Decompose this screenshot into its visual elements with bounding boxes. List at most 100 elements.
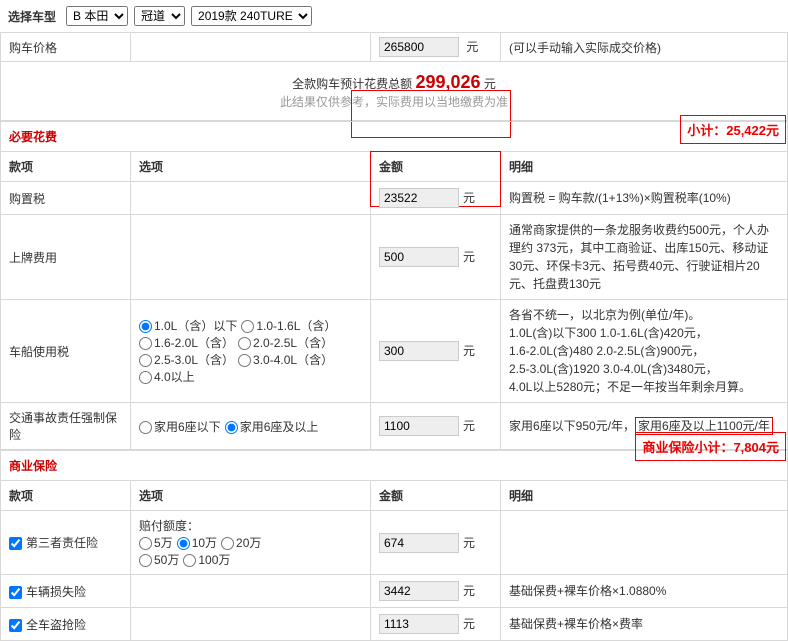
yuan-unit: 元 xyxy=(463,536,475,550)
purchase-price-label: 购车价格 xyxy=(1,33,131,62)
brand-select[interactable]: B 本田 xyxy=(66,6,128,26)
item-option xyxy=(131,575,371,608)
seats-option[interactable]: 家用6座及以上 xyxy=(225,420,319,434)
model-select[interactable]: 冠道 xyxy=(134,6,185,26)
liab-option[interactable]: 5万 xyxy=(139,536,173,550)
item-option: 1.0L（含）以下 1.0-1.6L（含） 1.6-2.0L（含） 2.0-2.5L（… xyxy=(131,300,371,403)
purchase-price-input[interactable] xyxy=(379,37,459,57)
amount-input[interactable] xyxy=(379,416,459,436)
item-amount: 元 xyxy=(371,300,501,403)
item-option xyxy=(131,608,371,641)
mandatory-section-title: 必要花费 xyxy=(1,122,788,152)
item-name: 车船使用税 xyxy=(1,300,131,403)
table-row: 车辆损失险 元 基础保费+裸车价格×1.0880% xyxy=(1,575,788,608)
engine-option[interactable]: 4.0以上 xyxy=(139,370,195,384)
item-detail: 通常商家提供的一条龙服务收费约500元，个人办理约 373元，其中工商验证、出库… xyxy=(501,215,788,300)
engine-group: 1.0L（含）以下 1.0-1.6L（含） 1.6-2.0L（含） 2.0-2.5L（… xyxy=(139,317,362,385)
engine-option[interactable]: 1.6-2.0L（含） xyxy=(139,336,234,350)
col-item: 款项 xyxy=(1,152,131,182)
item-amount: 元 xyxy=(371,215,501,300)
yuan-unit: 元 xyxy=(484,77,496,91)
item-checkbox[interactable] xyxy=(9,586,22,599)
item-amount: 元 xyxy=(371,608,501,641)
item-detail xyxy=(501,511,788,575)
mandatory-subtotal-box: 小计：25,422元 xyxy=(680,115,786,144)
yuan-unit: 元 xyxy=(463,584,475,598)
item-option: 赔付额度： 5万 10万 20万 50万 100万 xyxy=(131,511,371,575)
purchase-price-cell: 元 xyxy=(371,33,501,62)
total-row: 全款购车预计花费总额 299,026 元 此结果仅供参考，实际费用以当地缴费为准 xyxy=(1,62,788,121)
item-option: 家用6座以下家用6座及以上 xyxy=(131,403,371,450)
col-detail: 明细 xyxy=(501,152,788,182)
item-amount: 元 xyxy=(371,575,501,608)
item-amount: 元 xyxy=(371,511,501,575)
item-name: 交通事故责任强制保险 xyxy=(1,403,131,450)
total-value: 299,026 xyxy=(415,72,480,92)
col-detail: 明细 xyxy=(501,481,788,511)
item-name: 车辆损失险 xyxy=(1,575,131,608)
amount-input[interactable] xyxy=(379,533,459,553)
item-name: 购置税 xyxy=(1,182,131,215)
yuan-unit: 元 xyxy=(463,419,475,433)
vehicle-selector-row: 选择车型 B 本田 冠道 2019款 240TURE xyxy=(0,0,788,32)
mandatory-header-row: 款项 选项 金额 明细 xyxy=(1,152,788,182)
table-row: 第三者责任险赔付额度： 5万 10万 20万 50万 100万 元 xyxy=(1,511,788,575)
table-row: 上牌费用 元 通常商家提供的一条龙服务收费约500元，个人办理约 373元，其中工商… xyxy=(1,215,788,300)
amount-input[interactable] xyxy=(379,581,459,601)
item-amount: 元 xyxy=(371,403,501,450)
price-table: 购车价格 元 (可以手动输入实际成交价格) 全款购车预计花费总额 299,026… xyxy=(0,32,788,121)
col-amount: 金额 xyxy=(371,481,501,511)
table-row: 车船使用税 1.0L（含）以下 1.0-1.6L（含） 1.6-2.0L（含） 2.0-… xyxy=(1,300,788,403)
commercial-header-row: 款项 选项 金额 明细 xyxy=(1,481,788,511)
purchase-price-row: 购车价格 元 (可以手动输入实际成交价格) xyxy=(1,33,788,62)
engine-option[interactable]: 1.0-1.6L（含） xyxy=(241,319,336,333)
yuan-unit: 元 xyxy=(466,40,478,54)
yuan-unit: 元 xyxy=(463,617,475,631)
col-amount: 金额 xyxy=(371,152,501,182)
item-name: 全车盗抢险 xyxy=(1,608,131,641)
trim-select[interactable]: 2019款 240TURE xyxy=(191,6,312,26)
col-item: 款项 xyxy=(1,481,131,511)
item-detail: 购置税 = 购车款/(1+13%)×购置税率(10%) xyxy=(501,182,788,215)
item-checkbox[interactable] xyxy=(9,537,22,550)
liability-label: 赔付额度： xyxy=(139,517,362,534)
table-row: 购置税 元 购置税 = 购车款/(1+13%)×购置税率(10%) xyxy=(1,182,788,215)
commercial-table: 商业保险 款项 选项 金额 明细 第三者责任险赔付额度：5万10万20万50万1… xyxy=(0,450,788,641)
amount-input[interactable] xyxy=(379,341,459,361)
engine-option[interactable]: 1.0L（含）以下 xyxy=(139,319,237,333)
commercial-subtotal-box: 商业保险小计：7,804元 xyxy=(635,432,786,461)
item-detail: 各省不统一，以北京为例(单位/年)。1.0L(含)以下300 1.0-1.6L(… xyxy=(501,300,788,403)
liab-option[interactable]: 100万 xyxy=(183,553,230,567)
item-detail: 基础保费+裸车价格×费率 xyxy=(501,608,788,641)
mandatory-section-row: 必要花费 xyxy=(1,122,788,152)
liab-option[interactable]: 10万 xyxy=(177,536,217,550)
item-checkbox[interactable] xyxy=(9,619,22,632)
yuan-unit: 元 xyxy=(463,344,475,358)
amount-input[interactable] xyxy=(379,188,459,208)
yuan-unit: 元 xyxy=(463,250,475,264)
engine-option[interactable]: 2.0-2.5L（含） xyxy=(238,336,333,350)
total-hint: 此结果仅供参考，实际费用以当地缴费为准 xyxy=(9,93,779,110)
item-option xyxy=(131,215,371,300)
liab-option[interactable]: 50万 xyxy=(139,553,179,567)
yuan-unit: 元 xyxy=(463,191,475,205)
seats-group: 家用6座以下家用6座及以上 xyxy=(139,418,362,435)
engine-option[interactable]: 3.0-4.0L（含） xyxy=(238,353,333,367)
mandatory-table: 必要花费 款项 选项 金额 明细 购置税元购置税 = 购车款/(1+13%)×购… xyxy=(0,121,788,450)
seats-option[interactable]: 家用6座以下 xyxy=(139,420,221,434)
purchase-price-hint: (可以手动输入实际成交价格) xyxy=(501,33,788,62)
item-name: 上牌费用 xyxy=(1,215,131,300)
total-label: 全款购车预计花费总额 xyxy=(292,77,412,91)
amount-input[interactable] xyxy=(379,247,459,267)
vehicle-selector-label: 选择车型 xyxy=(8,8,56,25)
liab-option[interactable]: 20万 xyxy=(221,536,261,550)
item-name: 第三者责任险 xyxy=(1,511,131,575)
col-option: 选项 xyxy=(131,481,371,511)
item-option xyxy=(131,182,371,215)
amount-input[interactable] xyxy=(379,614,459,634)
table-row: 全车盗抢险 元 基础保费+裸车价格×费率 xyxy=(1,608,788,641)
engine-option[interactable]: 2.5-3.0L（含） xyxy=(139,353,234,367)
liab-group: 5万 10万 20万 50万 100万 xyxy=(139,534,362,568)
item-detail: 基础保费+裸车价格×1.0880% xyxy=(501,575,788,608)
item-amount: 元 xyxy=(371,182,501,215)
